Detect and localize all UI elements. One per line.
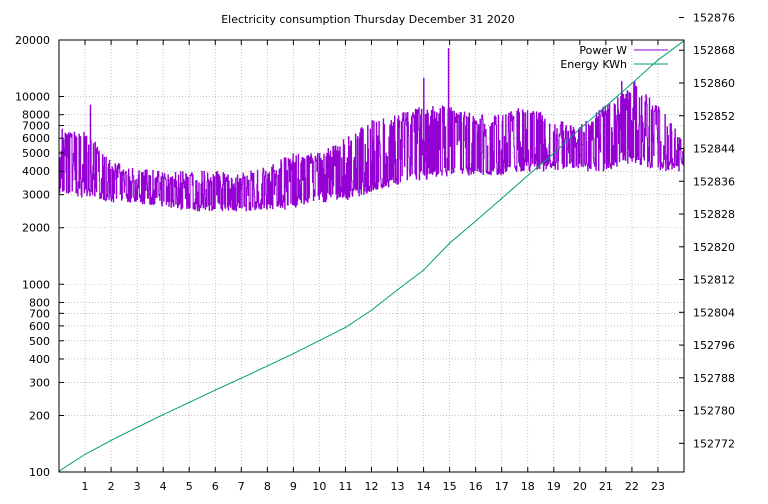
energy-point — [605, 105, 607, 107]
y-tick-label: 8000 — [22, 109, 50, 122]
energy-point — [188, 401, 190, 403]
y-tick-label: 3000 — [22, 189, 50, 202]
y-tick-label: 5000 — [22, 147, 50, 160]
legend-label-energy: Energy KWh — [560, 58, 627, 71]
y2-tick-label: 152868 — [693, 44, 735, 57]
energy-point — [422, 269, 425, 271]
y2-tick-label: 152876 — [693, 11, 735, 24]
y2-tick-label: 152844 — [693, 143, 735, 156]
y-tick-label: 300 — [29, 376, 50, 389]
energy-point — [553, 152, 555, 155]
x-tick-label: 10 — [312, 480, 326, 493]
energy-point — [266, 365, 268, 367]
y2-tick-label: 152812 — [693, 274, 735, 287]
legend-label-power: Power W — [579, 44, 627, 57]
y2-tick-label: 152860 — [693, 77, 735, 90]
series-power-line — [58, 48, 685, 212]
y-tick-label: 500 — [29, 335, 50, 348]
energy-point — [475, 220, 477, 222]
y-tick-label: 200 — [29, 409, 50, 422]
x-tick-label: 23 — [651, 480, 665, 493]
y-tick-label: 700 — [29, 307, 50, 320]
energy-point — [162, 414, 164, 416]
y-tick-label: 6000 — [22, 132, 50, 145]
y-tick-label: 1000 — [22, 278, 50, 291]
x-tick-label: 7 — [238, 480, 245, 493]
energy-point — [657, 59, 659, 61]
energy-point — [449, 242, 451, 244]
y2-tick-label: 152780 — [693, 405, 735, 418]
energy-point — [214, 389, 216, 391]
energy-point — [344, 326, 347, 329]
y-tick-label: 2000 — [22, 222, 50, 235]
y2-tick-label: 152828 — [693, 208, 735, 221]
y-tick-label: 400 — [29, 353, 50, 366]
y-tick-label: 7000 — [22, 120, 50, 133]
energy-point — [292, 353, 294, 355]
x-tick-label: 19 — [547, 480, 561, 493]
x-tick-label: 6 — [212, 480, 219, 493]
y2-tick-label: 152796 — [693, 339, 735, 352]
x-tick-label: 5 — [186, 480, 193, 493]
y2-tick-label: 152772 — [693, 437, 735, 450]
x-tick-label: 4 — [160, 480, 167, 493]
axes: 1 2 3 4 5 6 7 8 9 10 11 12 13 14 15 16 17 18 19 20 21 22 23100… — [15, 11, 735, 493]
x-tick-label: 11 — [338, 480, 352, 493]
y2-tick-label: 152820 — [693, 241, 735, 254]
x-tick-label: 13 — [391, 480, 405, 493]
y2-tick-label: 152788 — [693, 372, 735, 385]
energy-point — [631, 82, 633, 85]
chart-title: Electricity consumption Thursday Decembe… — [221, 13, 515, 26]
plot-frame — [58, 39, 685, 473]
x-tick-label: 16 — [469, 480, 483, 493]
x-tick-label: 15 — [443, 480, 457, 493]
energy-point — [240, 377, 242, 379]
y-tick-label: 600 — [29, 320, 50, 333]
energy-point — [370, 309, 373, 311]
grid — [59, 39, 684, 473]
y-tick-label: 4000 — [22, 165, 50, 178]
y-tick-label: 20000 — [15, 34, 50, 47]
y2-tick-label: 152852 — [693, 110, 735, 123]
y-tick-label: 10000 — [15, 91, 50, 104]
x-tick-label: 17 — [495, 480, 509, 493]
legend: Power W Energy KWh — [560, 44, 668, 71]
x-tick-label: 8 — [264, 480, 271, 493]
energy-point — [579, 128, 581, 130]
energy-point — [136, 426, 138, 428]
x-tick-label: 2 — [108, 480, 115, 493]
x-tick-label: 9 — [290, 480, 297, 493]
x-tick-label: 12 — [365, 480, 379, 493]
energy-point — [318, 339, 321, 342]
y-tick-label: 800 — [29, 296, 50, 309]
series-layer — [58, 40, 685, 472]
energy-point — [501, 197, 503, 200]
x-tick-label: 21 — [599, 480, 613, 493]
x-tick-label: 20 — [573, 480, 587, 493]
x-tick-label: 14 — [417, 480, 431, 493]
x-tick-label: 3 — [134, 480, 141, 493]
energy-point — [396, 289, 399, 291]
energy-point — [527, 174, 529, 177]
x-tick-label: 22 — [625, 480, 639, 493]
energy-point — [84, 453, 86, 455]
energy-point — [110, 439, 112, 442]
x-tick-label: 1 — [82, 480, 89, 493]
y2-tick-label: 152804 — [693, 306, 735, 319]
y2-tick-label: 152836 — [693, 175, 735, 188]
y-tick-label: 100 — [29, 466, 50, 479]
x-tick-label: 18 — [521, 480, 535, 493]
